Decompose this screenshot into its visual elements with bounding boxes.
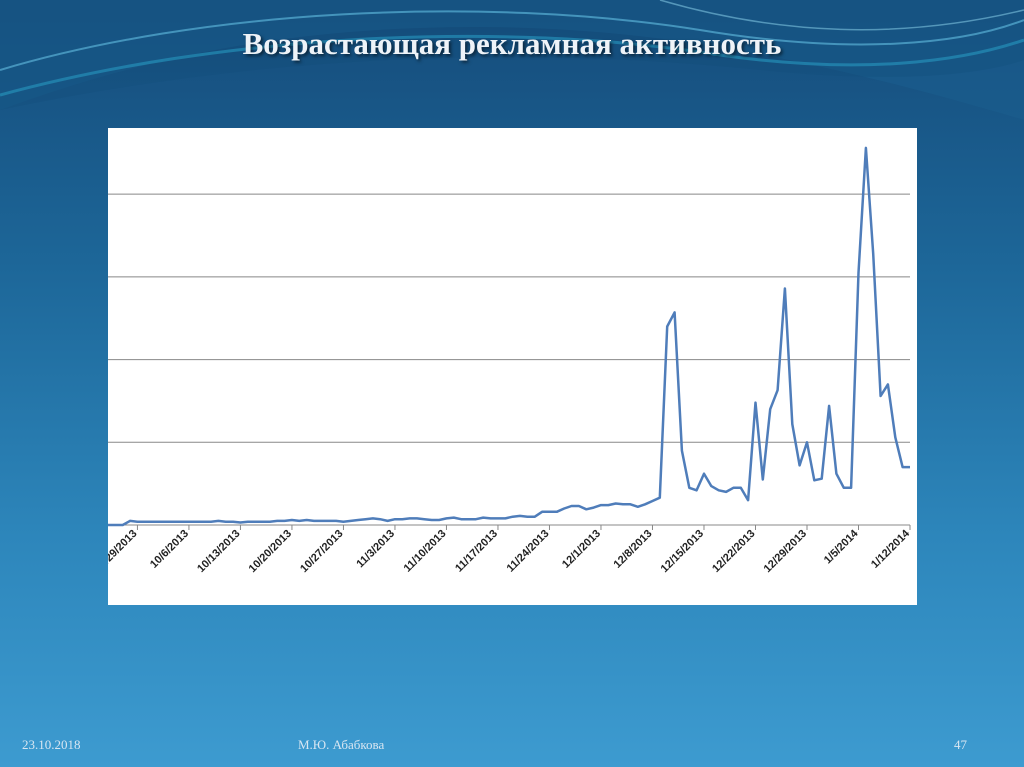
x-tick-label: 12/8/2013 [612, 528, 655, 571]
x-tick-label: 10/20/2013 [247, 528, 294, 575]
x-tick-label: 12/29/2013 [762, 528, 809, 575]
page-number: 47 [954, 737, 967, 752]
line-chart: 9/29/2013 10/6/2013 10/13/2013 10/20/2013 10… [108, 146, 913, 575]
x-tick-label: 11/24/2013 [505, 528, 552, 575]
series-line [108, 146, 910, 527]
x-tick-label: 12/15/2013 [659, 528, 706, 575]
x-tick-label: 10/27/2013 [298, 528, 345, 575]
x-tick-label: 11/10/2013 [402, 528, 449, 575]
x-tick-label: 12/22/2013 [710, 528, 757, 575]
footer-date: 23.10.2018 [22, 737, 81, 752]
x-tick-label: 10/6/2013 [148, 528, 191, 571]
x-tick-label: 11/17/2013 [453, 528, 500, 575]
x-tick-label: 9/29/2013 [108, 528, 140, 571]
chart-area: 9/29/2013 10/6/2013 10/13/2013 10/20/2013 10… [108, 128, 917, 605]
x-tick-label: 1/5/2014 [822, 527, 861, 566]
footer-author: М.Ю. Абабкова [298, 737, 385, 752]
x-tick-label: 12/1/2013 [560, 528, 603, 571]
x-tick-label: 11/3/2013 [354, 528, 397, 571]
slide-title: Возрастающая рекламная активность [242, 26, 782, 61]
x-tick-label: 10/13/2013 [195, 528, 242, 575]
x-tick-label: 1/12/2014 [869, 527, 913, 571]
